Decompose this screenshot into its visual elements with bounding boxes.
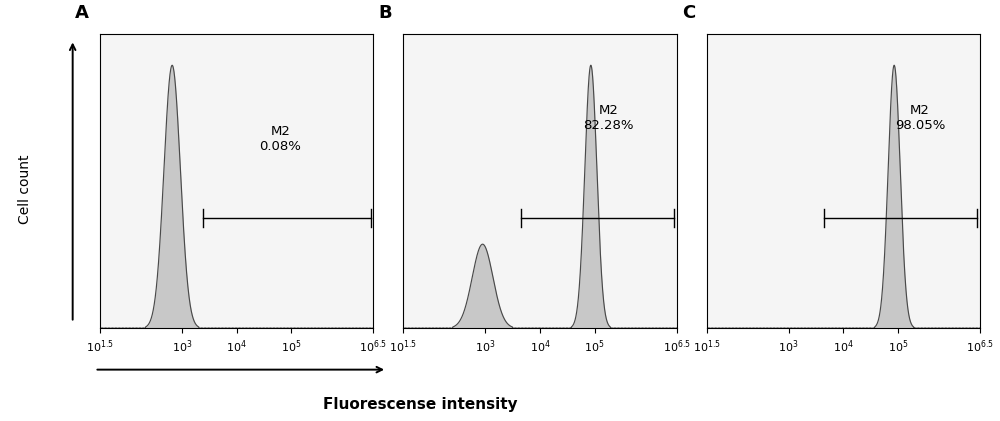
Text: Fluorescense intensity: Fluorescense intensity	[323, 397, 517, 412]
Text: B: B	[379, 4, 392, 22]
Text: M2
82.28%: M2 82.28%	[583, 104, 634, 132]
Text: A: A	[75, 4, 89, 22]
Text: C: C	[682, 4, 696, 22]
Text: Cell count: Cell count	[18, 155, 32, 224]
Text: M2
98.05%: M2 98.05%	[895, 104, 945, 132]
Text: M2
0.08%: M2 0.08%	[259, 125, 301, 153]
